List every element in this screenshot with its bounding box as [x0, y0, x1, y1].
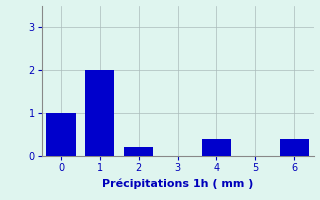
Bar: [46, 113, 76, 156]
Bar: [124, 147, 153, 156]
Bar: [202, 139, 231, 156]
X-axis label: Précipitations 1h ( mm ): Précipitations 1h ( mm ): [102, 179, 253, 189]
Bar: [280, 139, 309, 156]
Bar: [85, 70, 115, 156]
